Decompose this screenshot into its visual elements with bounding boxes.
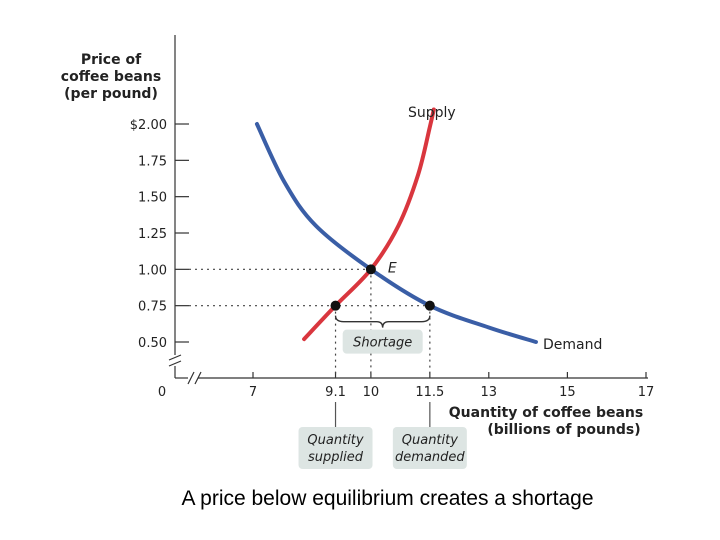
quantity-demanded-label: Quantity <box>402 433 458 448</box>
x-tick-label: 15 <box>559 385 576 400</box>
y-tick-label: 1.00 <box>138 263 167 278</box>
y-tick-label: 1.75 <box>138 154 167 169</box>
quantity-demanded-label: demanded <box>395 450 465 465</box>
equilibrium-label: E <box>388 260 397 276</box>
y-tick-label: 1.25 <box>138 227 167 242</box>
y-axis-label: coffee beans <box>61 69 161 85</box>
y-axis-label: Price of <box>81 52 142 68</box>
origin-label: 0 <box>158 385 166 400</box>
x-tick-label: 10 <box>363 385 380 400</box>
supply-label: Supply <box>408 105 456 121</box>
shortage-label: Shortage <box>353 336 412 351</box>
chart-caption: A price below equilibrium creates a shor… <box>181 487 594 510</box>
quantity-supplied-label: Quantity <box>307 433 363 448</box>
y-tick-label: 1.50 <box>138 191 167 206</box>
quantity-supplied-box <box>298 427 373 469</box>
x-tick-label: 13 <box>481 385 498 400</box>
demand-label: Demand <box>543 337 602 353</box>
x-tick-label: 7 <box>249 385 257 400</box>
x-tick-label: 9.1 <box>325 385 346 400</box>
quantity-supplied-label: supplied <box>308 450 364 465</box>
y-axis-label: (per pound) <box>64 86 158 102</box>
y-tick-label: 0.75 <box>138 300 167 315</box>
quantity-demanded-box <box>392 427 467 469</box>
y-tick-label: $2.00 <box>130 118 167 133</box>
y-tick-label: 0.50 <box>138 336 167 351</box>
quantity-supplied-point <box>330 300 341 311</box>
shortage-brace <box>334 315 431 328</box>
x-tick-label: 17 <box>638 385 655 400</box>
x-axis-label: Quantity of coffee beans <box>449 405 643 421</box>
equilibrium-point <box>365 264 376 275</box>
quantity-demanded-point <box>424 300 435 311</box>
x-axis-label: (billions of pounds) <box>487 422 640 438</box>
x-tick-label: 11.5 <box>415 385 444 400</box>
shortage-box <box>342 329 423 354</box>
y-axis-break <box>168 354 182 367</box>
supply-curve <box>302 107 436 342</box>
